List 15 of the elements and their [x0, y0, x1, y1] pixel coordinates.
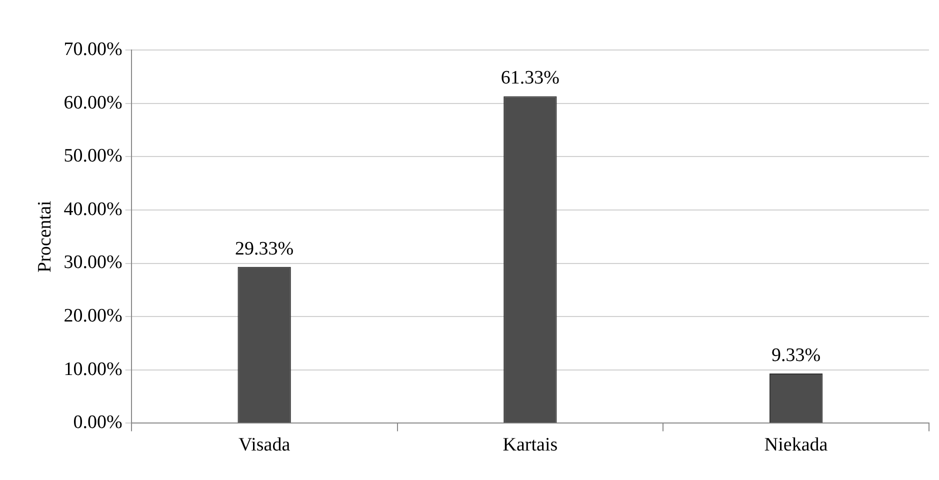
data-label: 61.33% [500, 68, 560, 89]
data-label: 29.33% [235, 238, 294, 260]
x-tick-label: Visada [238, 434, 291, 456]
y-tick-label: 50.00% [64, 146, 123, 167]
x-tick-label: Niekada [764, 434, 828, 456]
y-tick-label: 70.00% [64, 38, 123, 60]
y-tick-label: 30.00% [64, 252, 123, 274]
y-tick-label: 20.00% [64, 306, 123, 327]
y-tick-label: 10.00% [64, 358, 123, 380]
x-tick-label: Kartais [502, 434, 558, 456]
y-tick-label: 40.00% [64, 198, 123, 220]
y-tick-label: 60.00% [64, 92, 123, 114]
y-tick-label: 0.00% [73, 412, 123, 434]
data-label: 9.33% [772, 344, 821, 366]
y-axis-title: Procentai [34, 200, 56, 272]
